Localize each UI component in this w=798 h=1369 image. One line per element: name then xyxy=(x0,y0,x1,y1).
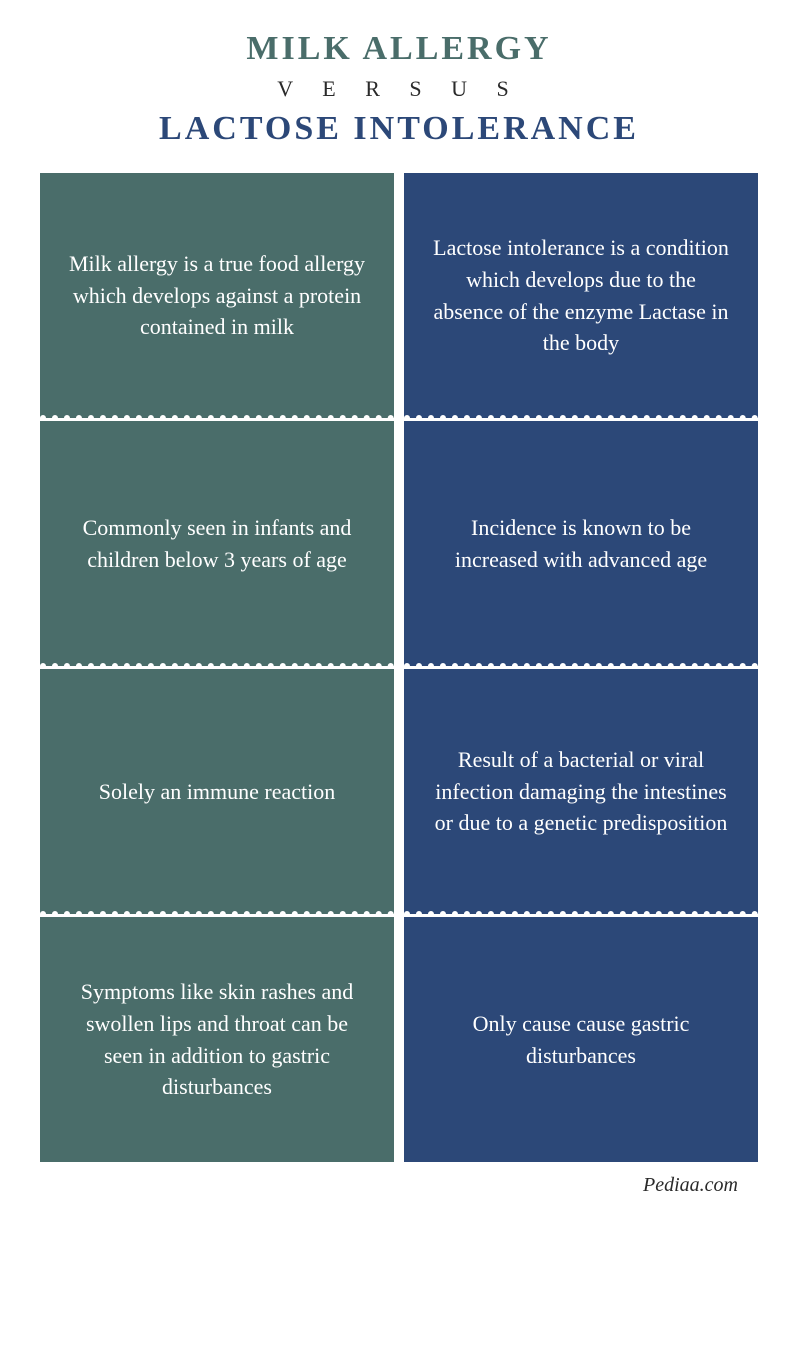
title-left: MILK ALLERGY xyxy=(40,30,758,68)
divider xyxy=(404,911,758,917)
versus-label: V E R S U S xyxy=(40,76,758,102)
left-cell-4: Symptoms like skin rashes and swollen li… xyxy=(40,917,394,1162)
infographic-container: MILK ALLERGY V E R S U S LACTOSE INTOLER… xyxy=(0,0,798,1217)
divider xyxy=(40,415,394,421)
right-cell-2: Incidence is known to be increased with … xyxy=(404,421,758,666)
left-cell-1: Milk allergy is a true food allergy whic… xyxy=(40,173,394,418)
comparison-columns: Milk allergy is a true food allergy whic… xyxy=(40,173,758,1162)
left-cell-3: Solely an immune reaction xyxy=(40,669,394,914)
right-cell-4: Only cause cause gastric disturbances xyxy=(404,917,758,1162)
source-attribution: Pediaa.com xyxy=(40,1174,758,1197)
right-cell-1: Lactose intolerance is a condition which… xyxy=(404,173,758,418)
right-column: Lactose intolerance is a condition which… xyxy=(404,173,758,1162)
right-cell-3: Result of a bacterial or viral infection… xyxy=(404,669,758,914)
divider xyxy=(404,415,758,421)
header: MILK ALLERGY V E R S U S LACTOSE INTOLER… xyxy=(40,30,758,148)
left-cell-2: Commonly seen in infants and children be… xyxy=(40,421,394,666)
left-column: Milk allergy is a true food allergy whic… xyxy=(40,173,394,1162)
divider xyxy=(40,911,394,917)
title-right: LACTOSE INTOLERANCE xyxy=(40,110,758,148)
divider xyxy=(40,663,394,669)
divider xyxy=(404,663,758,669)
